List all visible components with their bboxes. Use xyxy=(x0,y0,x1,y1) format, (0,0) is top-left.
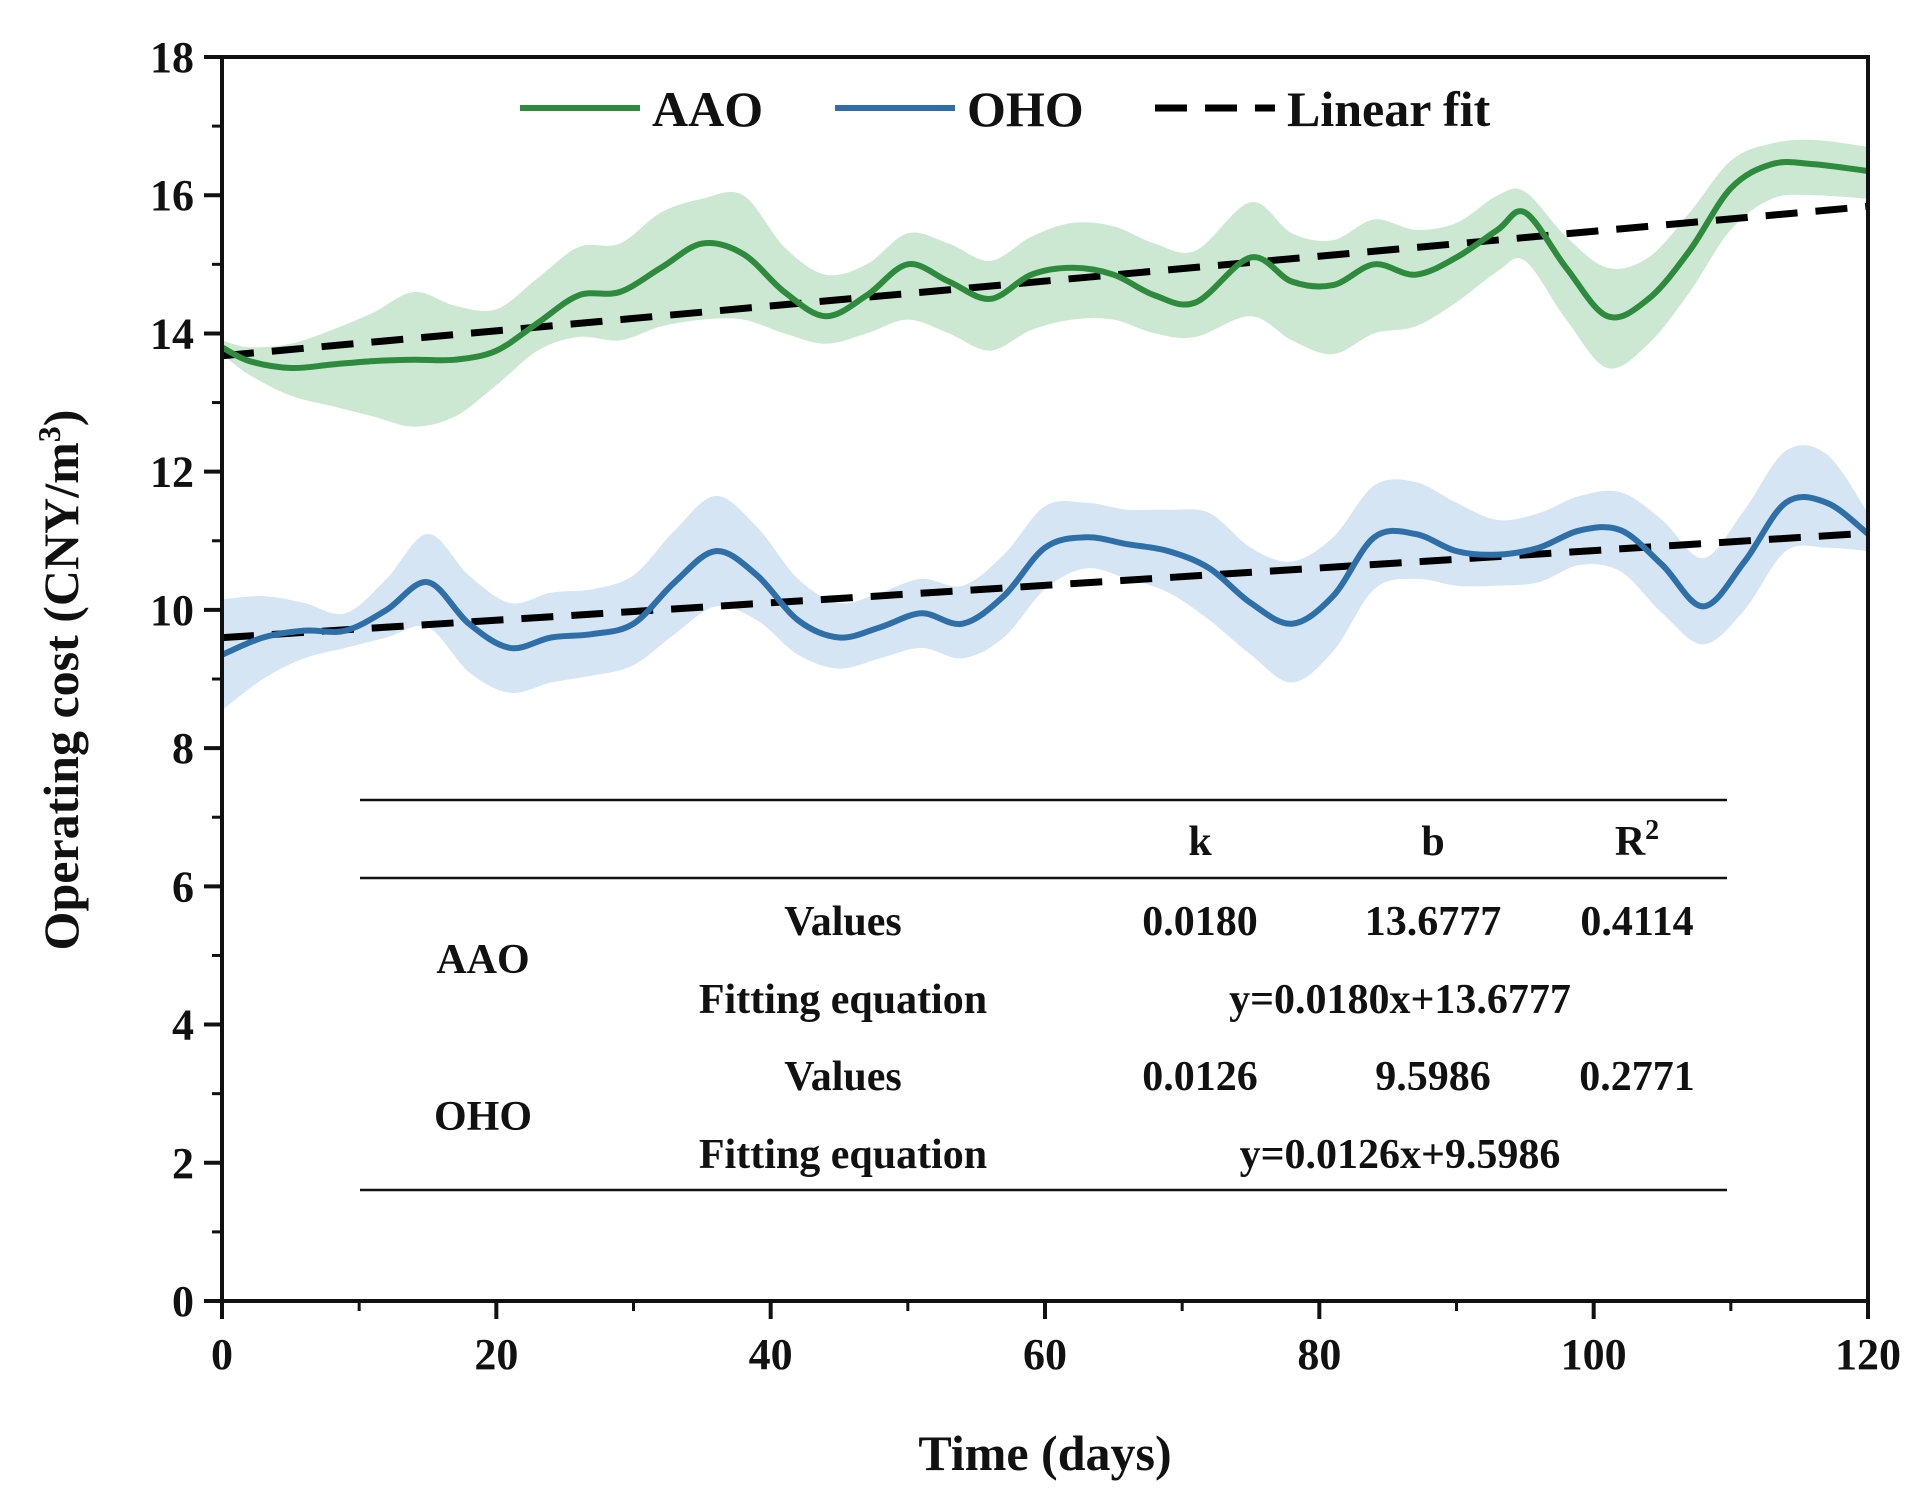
legend-label-oho: OHO xyxy=(967,81,1084,137)
table-cell-k-oho: 0.0126 xyxy=(1142,1054,1258,1100)
y-tick-label: 2 xyxy=(172,1139,194,1188)
y-tick-label: 10 xyxy=(150,586,194,635)
axis-ticks xyxy=(204,55,1870,1319)
linear-fit-oho-line xyxy=(221,529,1869,642)
x-tick-label: 20 xyxy=(474,1330,518,1379)
legend: AAO OHO Linear fit xyxy=(520,81,1491,137)
legend-label-aao: AAO xyxy=(652,81,763,137)
table-label-values-oho: Values xyxy=(784,1054,902,1100)
y-tick-label: 8 xyxy=(172,724,194,773)
x-axis-title: Time (days) xyxy=(918,1425,1171,1481)
y-tick-label: 14 xyxy=(150,309,194,358)
linear-fit-lines xyxy=(221,202,1869,642)
table-cell-r2-oho: 0.2771 xyxy=(1579,1054,1695,1100)
series-lines xyxy=(220,159,1870,658)
y-tick-label: 12 xyxy=(150,448,194,497)
table-label-equation-aao: Fitting equation xyxy=(699,977,987,1023)
aao-line xyxy=(220,159,1869,372)
x-tick-label: 100 xyxy=(1561,1330,1627,1379)
y-tick-label: 0 xyxy=(172,1277,194,1326)
y-axis-title: Operating cost (CNY/m3) xyxy=(31,410,89,951)
table-cell-b-aao: 13.6777 xyxy=(1365,899,1502,945)
table-header-b: b xyxy=(1421,819,1444,865)
table-group-oho: OHO xyxy=(434,1094,532,1140)
oho-line xyxy=(220,494,1870,658)
table-header-k: k xyxy=(1188,819,1212,865)
y-tick-label: 4 xyxy=(172,1001,194,1050)
oho-band xyxy=(222,445,1868,711)
y-tick-label: 18 xyxy=(150,33,194,82)
x-tick-label: 60 xyxy=(1023,1330,1067,1379)
x-tick-label: 80 xyxy=(1297,1330,1341,1379)
y-axis-title-main: Operating cost (CNY/m xyxy=(33,442,89,950)
table-cell-k-aao: 0.0180 xyxy=(1142,899,1258,945)
table-label-equation-oho: Fitting equation xyxy=(699,1132,987,1178)
legend-label-linear-fit: Linear fit xyxy=(1287,81,1491,137)
x-tick-label: 0 xyxy=(211,1330,233,1379)
linear-fit-aao-line xyxy=(221,202,1869,360)
x-tick-label: 120 xyxy=(1835,1330,1901,1379)
table-equation-aao: y=0.0180x+13.6777 xyxy=(1229,977,1571,1023)
table-label-values-aao: Values xyxy=(784,899,902,945)
axis-tick-labels: 0 20 40 60 80 100 120 0 2 4 6 8 10 12 14 16 18 xyxy=(150,33,1901,1379)
table-header-r2-superscript: 2 xyxy=(1645,815,1659,846)
table-header-r2-base: R xyxy=(1615,819,1646,865)
y-axis-title-superscript: 3 xyxy=(31,426,67,442)
table-equation-oho: y=0.0126x+9.5986 xyxy=(1240,1132,1561,1178)
table-cell-b-oho: 9.5986 xyxy=(1375,1054,1491,1100)
y-axis-title-close: ) xyxy=(33,410,89,427)
y-tick-label: 16 xyxy=(150,171,194,220)
table-group-aao: AAO xyxy=(436,937,529,983)
fit-parameters-table: k b R2 AAO Values 0.0180 13.6777 0.4114 … xyxy=(360,798,1727,1192)
y-tick-label: 6 xyxy=(172,862,194,911)
table-cell-r2-aao: 0.4114 xyxy=(1580,899,1693,945)
x-tick-label: 40 xyxy=(749,1330,793,1379)
table-header-r2: R2 xyxy=(1615,815,1659,865)
